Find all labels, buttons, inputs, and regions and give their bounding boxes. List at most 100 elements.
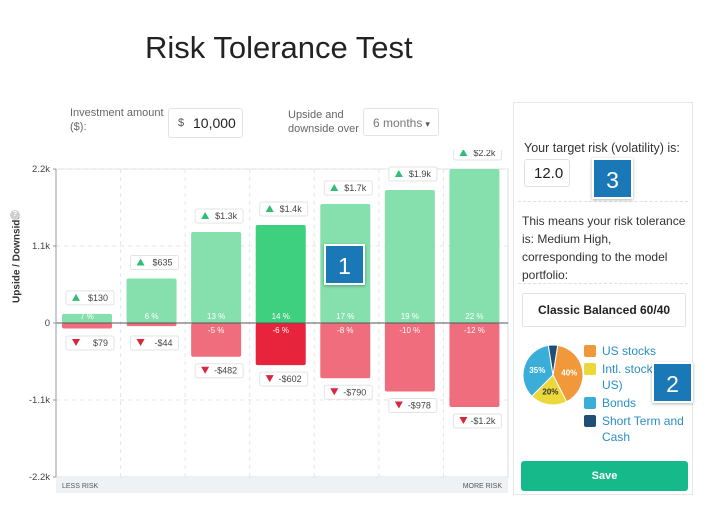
callout-badge-3: 3 xyxy=(592,158,633,199)
upside-value-chip xyxy=(65,290,115,306)
upside-bar xyxy=(62,313,112,323)
upside-value-label: $130 xyxy=(88,293,108,303)
down-arrow-icon xyxy=(459,417,468,424)
period-label-line1: Upside and xyxy=(288,109,344,121)
upside-value-chip xyxy=(130,255,180,271)
upside-percent-label: 13 % xyxy=(207,312,225,321)
upside-value-chip xyxy=(194,208,244,224)
divider xyxy=(518,283,688,284)
downside-value-label: -$790 xyxy=(343,387,366,397)
downside-bar xyxy=(320,323,371,379)
pie-slice xyxy=(547,344,559,376)
downside-bar xyxy=(62,323,112,329)
down-arrow-icon xyxy=(265,375,274,383)
downside-bar xyxy=(384,323,435,392)
currency-symbol: $ xyxy=(178,117,185,129)
upside-bar xyxy=(191,232,242,323)
upside-value-label: $1.9k xyxy=(409,169,432,179)
y-tick-label: 1.1k xyxy=(32,241,50,252)
downside-bar xyxy=(126,323,177,327)
down-arrow-icon xyxy=(201,366,210,374)
pie-slice xyxy=(531,374,568,406)
investment-label-line1: Investment amount xyxy=(70,107,164,119)
legend-swatch xyxy=(584,397,596,409)
up-arrow-icon xyxy=(459,150,468,156)
y-tick-label: -1.1k xyxy=(29,395,50,406)
upside-value-chip xyxy=(323,180,373,196)
investment-amount-input[interactable]: $ 10,000 xyxy=(168,108,243,138)
downside-percent-label: -6 % xyxy=(272,326,288,335)
target-risk-input[interactable]: 12.0 xyxy=(524,159,570,187)
down-arrow-icon xyxy=(136,339,145,346)
callout-badge-2: 2 xyxy=(652,362,693,403)
allocation-legend: US stocks Intl. stocks (ex-US) Bonds Sho… xyxy=(584,343,689,447)
y-tick-label: -2.2k xyxy=(29,472,50,483)
chevron-down-icon: ▾ xyxy=(425,119,430,129)
pie-slice xyxy=(522,344,554,397)
upside-bar xyxy=(255,225,306,323)
legend-label: Bonds xyxy=(602,396,637,410)
period-select[interactable]: 6 months ▾ xyxy=(363,108,439,136)
upside-bar xyxy=(126,278,177,323)
pie-slice-label: 5% xyxy=(547,342,559,344)
upside-value-label: $1.7k xyxy=(344,183,367,193)
more-risk-label: MORE RISK xyxy=(463,483,503,490)
legend-swatch xyxy=(584,363,596,375)
downside-percent-label: -12 % xyxy=(464,326,485,335)
y-tick-label: 2.2k xyxy=(32,164,50,175)
upside-value-chip xyxy=(388,166,438,182)
up-arrow-icon xyxy=(265,205,274,212)
up-arrow-icon xyxy=(72,293,80,301)
legend-swatch xyxy=(584,345,596,357)
downside-percent-label: -10 % xyxy=(399,326,420,335)
downside-percent-label: -8 % xyxy=(337,326,353,335)
period-label: Upside and downside over xyxy=(288,108,359,136)
legend-item-cash: Short Term and Cash xyxy=(584,413,689,445)
up-arrow-icon xyxy=(330,184,339,191)
legend-item-bonds: Bonds xyxy=(584,395,689,411)
save-button[interactable]: Save xyxy=(521,461,688,491)
upside-percent-label: 7 % xyxy=(80,312,94,321)
period-value: 6 months xyxy=(373,116,423,130)
pie-slice-label: 20% xyxy=(542,387,558,396)
legend-swatch xyxy=(584,415,596,427)
upside-percent-label: 22 % xyxy=(465,312,483,321)
downside-value-label: -$1.2k xyxy=(470,416,496,426)
upside-value-label: $1.4k xyxy=(280,204,303,214)
upside-value-chip xyxy=(452,150,502,161)
down-arrow-icon xyxy=(72,339,80,346)
up-arrow-icon xyxy=(201,212,210,219)
upside-value-chip xyxy=(259,201,309,217)
right-panel: Your target risk (volatility) is: 12.0 T… xyxy=(513,102,693,495)
divider xyxy=(518,201,688,202)
risk-chart: 2.2k 1.1k 0 -1.1k -2.2k 7 % $130 $79 6 % $635 -$44… xyxy=(29,150,509,493)
upside-value-label: $2.2k xyxy=(473,150,496,158)
investment-label-line2: ($): xyxy=(70,121,87,133)
upside-value-label: $635 xyxy=(153,258,173,268)
downside-bar xyxy=(255,323,306,366)
downside-value-label: -$978 xyxy=(408,400,431,410)
upside-value-label: $1.3k xyxy=(215,211,238,221)
downside-value-label: -$602 xyxy=(279,374,302,384)
callout-badge-1: 1 xyxy=(324,244,365,285)
legend-label: Short Term and Cash xyxy=(602,414,684,444)
model-portfolio-name[interactable]: Classic Balanced 60/40 xyxy=(522,293,686,327)
target-risk-label: Your target risk (volatility) is: xyxy=(524,141,680,155)
downside-value-label: $79 xyxy=(93,338,108,348)
risk-strip xyxy=(56,477,508,493)
up-arrow-icon xyxy=(394,170,403,177)
risk-tolerance-text: This means your risk tolerance is: Mediu… xyxy=(522,214,686,282)
downside-bar xyxy=(449,323,500,407)
legend-label: US stocks xyxy=(602,344,657,358)
page-title: Risk Tolerance Test xyxy=(145,30,413,65)
upside-bar xyxy=(449,169,500,323)
down-arrow-icon xyxy=(394,401,403,409)
pie-slice xyxy=(552,344,584,403)
period-label-line2: downside over xyxy=(288,123,359,135)
y-tick-label: 0 xyxy=(45,318,50,329)
help-icon[interactable]: ? xyxy=(10,210,20,220)
downside-percent-label: -5 % xyxy=(208,326,224,335)
upside-percent-label: 19 % xyxy=(401,312,419,321)
upside-percent-label: 17 % xyxy=(336,312,354,321)
downside-value-label: -$44 xyxy=(155,338,173,348)
